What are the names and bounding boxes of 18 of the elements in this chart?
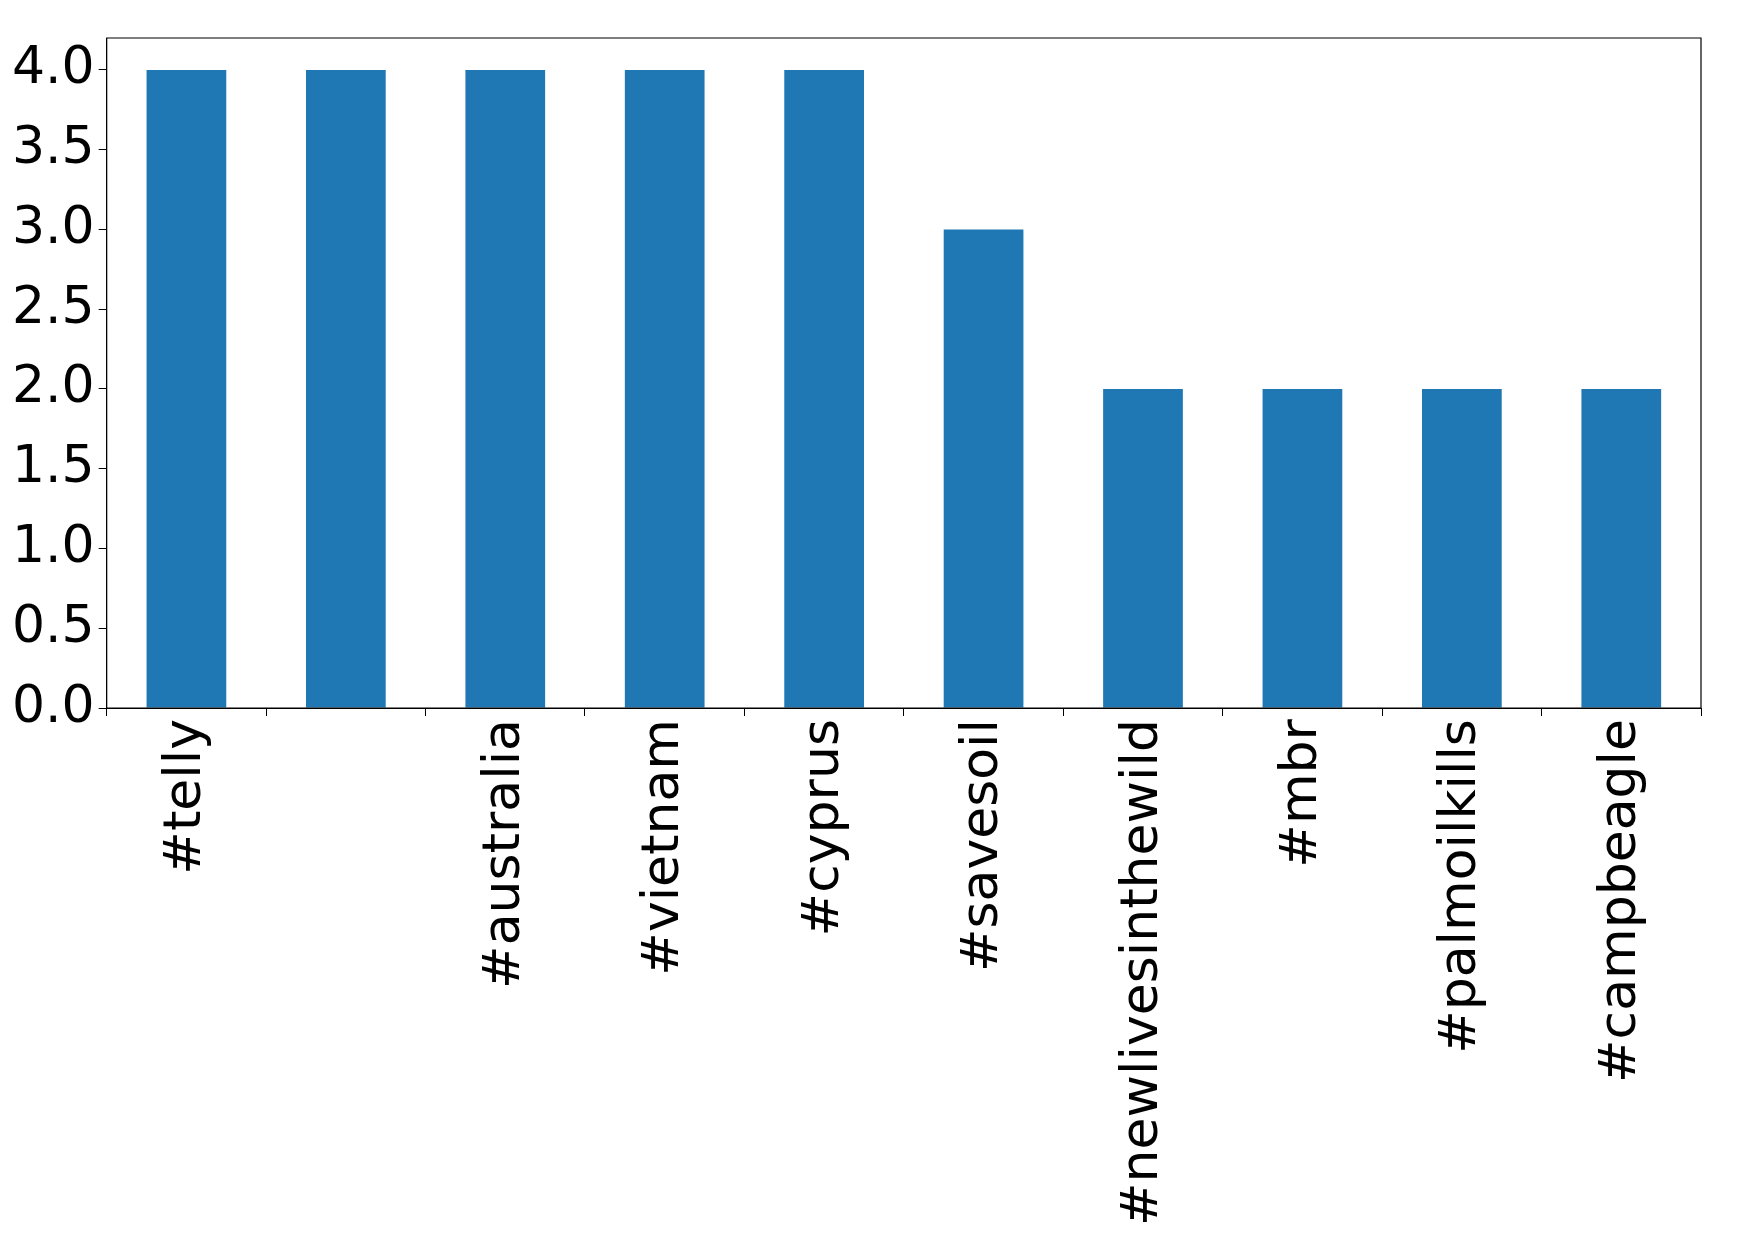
y-tick-label: 1.5 xyxy=(11,434,95,495)
y-tick-label: 0.5 xyxy=(11,593,95,654)
x-tick-label: #cyprus xyxy=(789,719,850,937)
x-tick-label: #australia xyxy=(470,719,531,989)
x-tick-label: #newlivesinthewild xyxy=(1108,719,1169,1227)
x-tick-label: #palmoilkills xyxy=(1427,719,1488,1054)
y-tick-label: 1.0 xyxy=(11,514,95,575)
x-tick-label: #campbeagle xyxy=(1586,719,1647,1084)
x-tick-label: #vietnam xyxy=(630,719,691,976)
x-tick-label: #savesoil xyxy=(949,719,1010,973)
y-tick-label: 2.5 xyxy=(11,274,95,335)
y-tick-label: 4.0 xyxy=(11,35,95,96)
x-tick-label: #mbr xyxy=(1267,718,1328,868)
y-tick-label: 0.0 xyxy=(11,673,95,734)
y-tick-label: 3.0 xyxy=(11,194,95,255)
y-tick-label: 2.0 xyxy=(11,354,95,415)
x-tick-label: #telly xyxy=(151,719,212,875)
y-tick-label: 3.5 xyxy=(11,115,95,176)
